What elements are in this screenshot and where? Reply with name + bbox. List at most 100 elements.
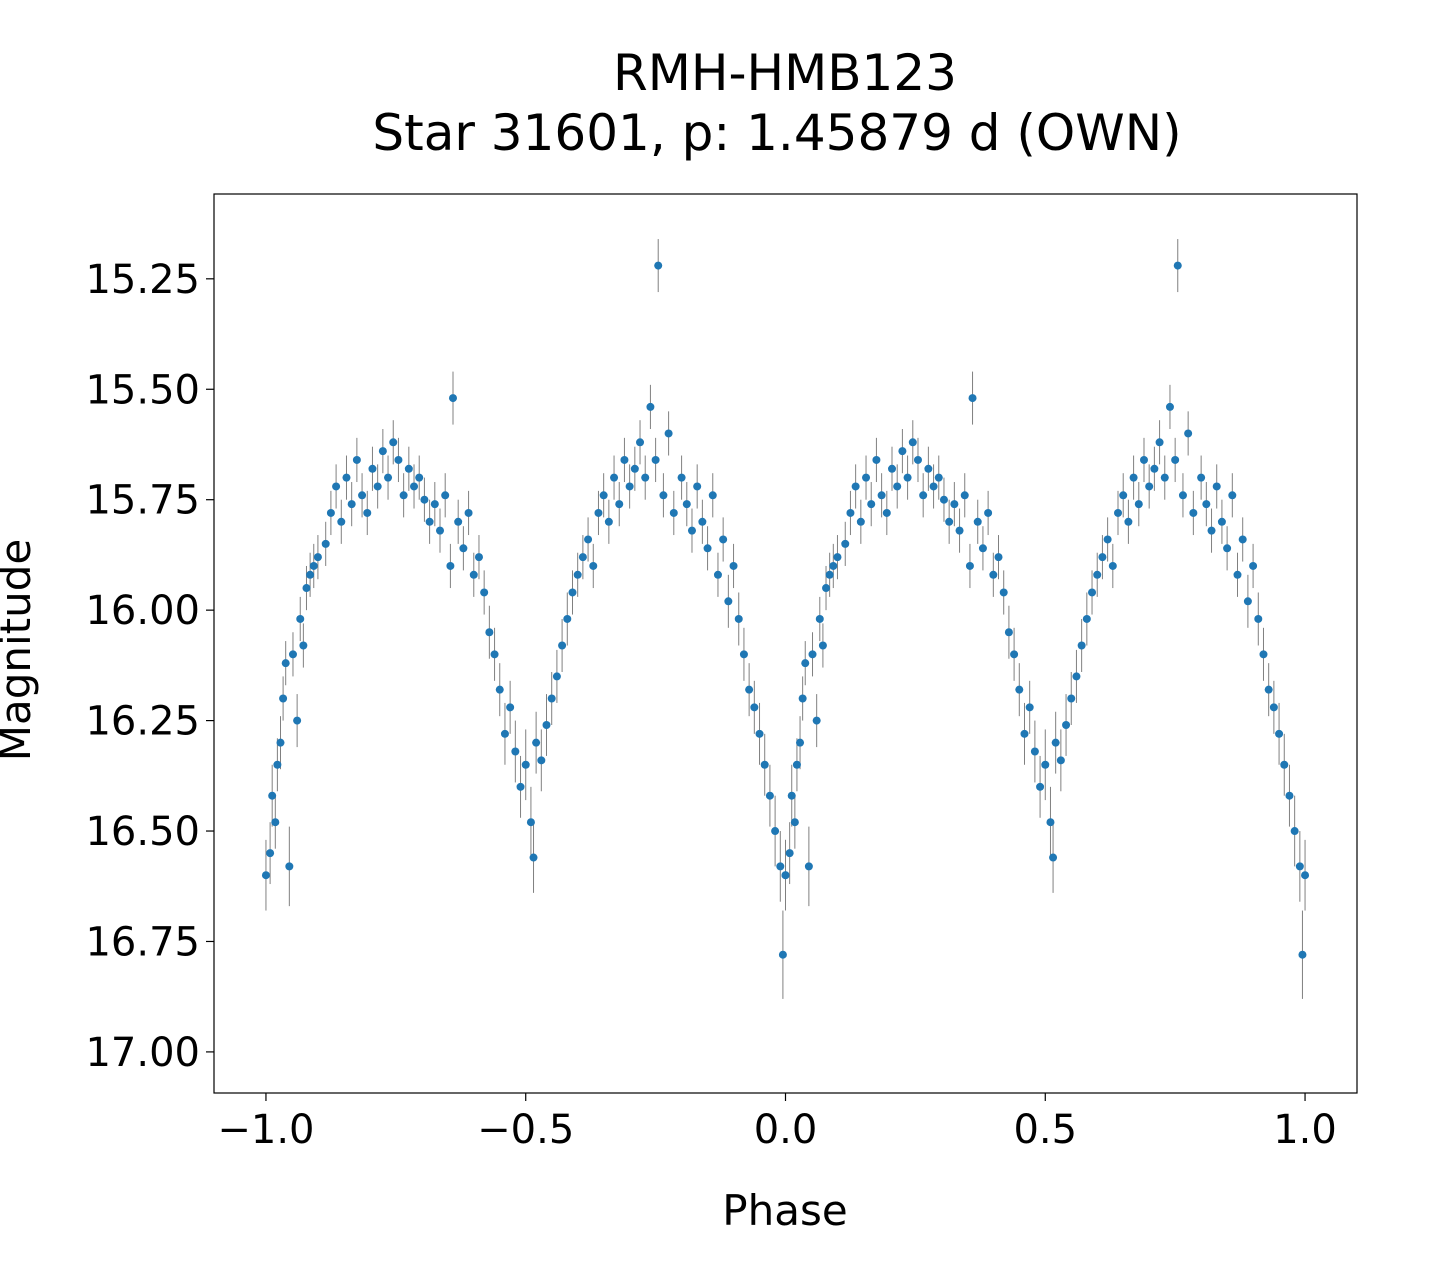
data-point: [739, 650, 748, 659]
data-point: [358, 491, 367, 500]
data-point: [1051, 738, 1060, 747]
data-point: [945, 517, 954, 526]
data-point: [446, 561, 455, 570]
data-point: [713, 570, 722, 579]
data-point: [495, 685, 504, 694]
data-point: [1020, 729, 1029, 738]
data-point: [1160, 473, 1169, 482]
data-point: [1238, 535, 1247, 544]
data-point: [708, 491, 717, 500]
data-point: [1249, 561, 1258, 570]
data-point: [615, 500, 624, 509]
data-point: [867, 500, 876, 509]
y-axis: 15.25 15.50 15.75 16.00 16.25 16.50 16.75 17.00: [85, 257, 214, 1076]
data-point: [342, 473, 351, 482]
data-point: [1010, 650, 1019, 659]
data-point: [389, 438, 398, 447]
data-point: [337, 517, 346, 526]
data-point: [552, 672, 561, 681]
data-point: [796, 738, 805, 747]
data-point: [326, 508, 335, 517]
data-point: [893, 482, 902, 491]
data-point: [568, 588, 577, 597]
data-point: [271, 818, 280, 827]
data-point: [436, 526, 445, 535]
data-point: [1223, 544, 1232, 553]
data-point: [425, 517, 434, 526]
data-point: [537, 756, 546, 765]
data-point: [829, 561, 838, 570]
data-point: [818, 641, 827, 650]
data-point: [973, 517, 982, 526]
data-point: [1295, 862, 1304, 871]
data-point: [268, 791, 277, 800]
data-point: [589, 561, 598, 570]
data-point: [1243, 597, 1252, 606]
data-point: [404, 464, 413, 473]
data-point: [785, 849, 794, 858]
data-point: [302, 584, 311, 593]
data-point: [929, 482, 938, 491]
data-point: [542, 721, 551, 730]
data-point: [321, 539, 330, 548]
data-point: [490, 650, 499, 659]
data-point: [1298, 950, 1307, 959]
y-axis-label: Magnitude: [0, 539, 40, 762]
data-point: [584, 535, 593, 544]
data-point: [1165, 402, 1174, 411]
data-point: [1173, 261, 1182, 270]
data-point: [373, 482, 382, 491]
data-point: [1171, 455, 1180, 464]
x-axis-label: Phase: [722, 1186, 847, 1235]
data-point: [578, 553, 587, 562]
data-point: [1212, 482, 1221, 491]
data-point: [919, 491, 928, 500]
data-point: [347, 500, 356, 509]
data-point: [934, 473, 943, 482]
data-point: [999, 588, 1008, 597]
data-point: [781, 871, 790, 880]
data-point: [448, 394, 457, 403]
data-point: [1145, 482, 1154, 491]
data-point: [410, 482, 419, 491]
data-point: [1207, 526, 1216, 535]
data-point: [1046, 818, 1055, 827]
data-point: [1025, 703, 1034, 712]
data-point: [677, 473, 686, 482]
data-point: [669, 508, 678, 517]
data-point: [516, 782, 525, 791]
data-point: [261, 871, 270, 880]
y-tick-label: 15.50: [85, 367, 200, 413]
data-point: [646, 402, 655, 411]
data-point: [872, 455, 881, 464]
data-point: [798, 694, 807, 703]
data-point: [888, 464, 897, 473]
data-point: [1184, 429, 1193, 438]
data-point: [281, 659, 290, 668]
data-point: [1067, 694, 1076, 703]
data-point: [815, 614, 824, 623]
data-point: [480, 588, 489, 597]
data-point: [288, 650, 297, 659]
data-point: [526, 818, 535, 827]
data-point: [771, 827, 780, 836]
data-point: [924, 464, 933, 473]
data-point: [332, 482, 341, 491]
chart-subtitle: Star 31601, p: 1.45879 d (OWN): [372, 104, 1181, 162]
data-point: [1264, 685, 1273, 694]
data-point: [659, 491, 668, 500]
data-point: [804, 862, 813, 871]
data-point: [1301, 871, 1310, 880]
data-point: [625, 482, 634, 491]
data-point: [279, 694, 288, 703]
x-tick-label: 1.0: [1273, 1107, 1337, 1153]
data-point: [908, 438, 917, 447]
data-point: [898, 447, 907, 456]
data-point: [939, 495, 948, 504]
data-point: [296, 614, 305, 623]
data-point: [745, 685, 754, 694]
data-point: [651, 455, 660, 464]
data-point: [801, 659, 810, 668]
data-point: [1285, 791, 1294, 800]
data-point: [654, 261, 663, 270]
